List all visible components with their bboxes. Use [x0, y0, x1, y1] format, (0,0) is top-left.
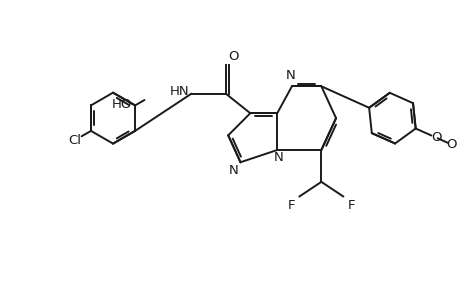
Text: O: O: [445, 138, 456, 151]
Text: HO: HO: [112, 98, 132, 111]
Text: O: O: [431, 131, 441, 144]
Text: N: N: [285, 69, 295, 82]
Text: N: N: [273, 151, 282, 164]
Text: HN: HN: [169, 85, 189, 98]
Text: F: F: [347, 199, 354, 212]
Text: N: N: [228, 164, 238, 177]
Text: Cl: Cl: [68, 134, 81, 147]
Text: O: O: [228, 50, 239, 63]
Text: F: F: [287, 199, 295, 212]
